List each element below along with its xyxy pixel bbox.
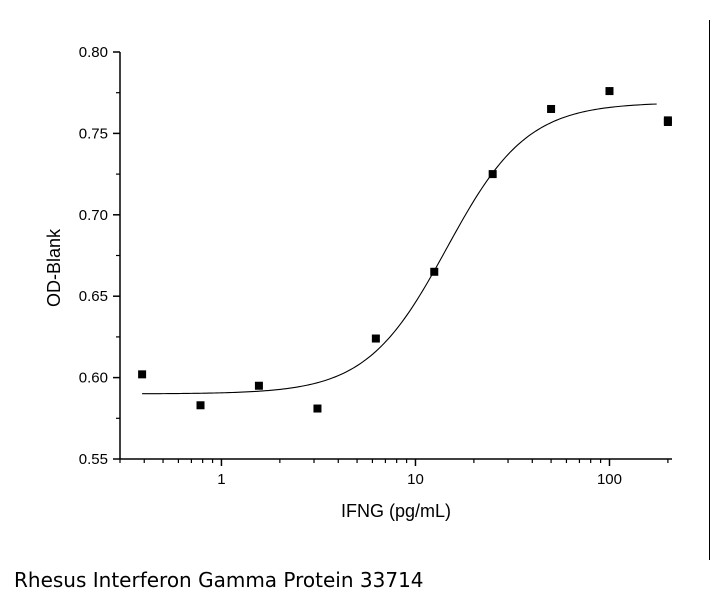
data-point-marker: [488, 170, 497, 179]
y-axis: 0.55 0.60 0.65 0.70 0.75 0.80: [79, 44, 121, 468]
x-tick-label: 10: [407, 471, 424, 488]
fitted-curve: [142, 103, 657, 395]
y-tick-label: 0.55: [79, 451, 108, 468]
x-ticks: 1 10 100: [119, 459, 669, 488]
y-axis-title: OD-Blank: [44, 228, 64, 307]
x-tick-label: 1: [217, 471, 225, 488]
data-point-marker: [196, 401, 205, 410]
data-point-marker: [605, 87, 614, 96]
data-point-marker: [663, 118, 672, 127]
x-axis-title: IFNG (pg/mL): [341, 501, 451, 521]
data-point-marker: [371, 334, 380, 343]
x-axis: 1 10 100: [119, 458, 672, 488]
data-point-marker: [138, 370, 147, 379]
right-border-rule: [709, 20, 710, 560]
y-tick-label: 0.60: [79, 370, 108, 387]
x-tick-label: 100: [597, 471, 622, 488]
data-point-marker: [547, 104, 556, 113]
y-tick-label: 0.70: [79, 207, 108, 224]
figure-caption: Rhesus Interferon Gamma Protein 33714: [14, 568, 424, 592]
data-point-marker: [430, 267, 439, 276]
y-tick-label: 0.65: [79, 288, 108, 305]
y-ticks: 0.55 0.60 0.65 0.70 0.75 0.80: [79, 44, 120, 468]
data-points: [138, 87, 672, 413]
y-tick-label: 0.75: [79, 125, 108, 142]
y-tick-label: 0.80: [79, 44, 108, 61]
data-point-marker: [313, 404, 322, 413]
data-point-marker: [254, 381, 263, 390]
